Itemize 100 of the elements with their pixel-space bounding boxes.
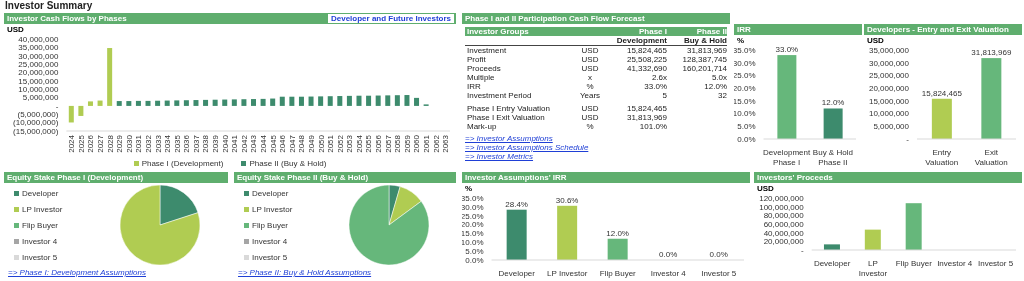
- text: 15,824,465: [626, 104, 667, 113]
- text: Phase I and II Participation Cash Flow Forecast: [465, 14, 645, 23]
- legend-label: LP Investor: [22, 204, 63, 214]
- text: 128,387,745: [682, 55, 727, 64]
- chart-title: Investor Cash Flows by Phases: [7, 14, 127, 23]
- data-label: 0.0%: [709, 250, 728, 259]
- y-tick-label: 20,000,000: [868, 83, 910, 93]
- x-tick-label: 2035: [172, 134, 182, 153]
- x-tick-label: Flip Buyer: [895, 259, 933, 268]
- bar: [183, 100, 189, 106]
- y-tick-label: 0.0%: [737, 134, 756, 144]
- text: Buy & Hold: [683, 36, 727, 45]
- y-tick-label: 5.0%: [737, 122, 756, 132]
- x-tick-label: 2051: [326, 134, 336, 153]
- y-tick-label: 20.0%: [460, 220, 484, 230]
- y-tick-label: 35.0%: [732, 45, 756, 55]
- pie-slice: [119, 184, 201, 266]
- bar: [607, 238, 628, 260]
- bar: [126, 101, 132, 106]
- chart-title: Investor Assumptions' IRR: [465, 173, 567, 182]
- bar: [298, 96, 304, 106]
- x-tick-label: LP Investor: [547, 269, 588, 278]
- data-label: 31,813,969: [971, 48, 1012, 58]
- bar: [394, 95, 400, 106]
- bar: [337, 96, 343, 106]
- x-tick-label: 2030: [124, 134, 134, 153]
- y-tick-label: 35.0%: [460, 193, 484, 203]
- y-axis-title: USD: [757, 184, 774, 193]
- text: => Investor Assumptions: [465, 134, 553, 143]
- text: => Investor Assumptions Schedule: [465, 143, 589, 152]
- x-tick-label: 2040: [220, 134, 230, 153]
- bar: [212, 99, 218, 106]
- data-label: 15,824,465: [921, 88, 963, 98]
- y-axis-title: USD: [7, 25, 24, 34]
- bar: [506, 209, 527, 260]
- y-tick-label: 100,000,000: [759, 202, 805, 212]
- text: => Phase II: Buy & Hold Assumptions: [238, 268, 372, 277]
- y-tick-label: 30,000,000: [18, 51, 59, 61]
- text: 5: [662, 91, 667, 100]
- text: %: [586, 122, 594, 131]
- data-label: 12.0%: [606, 228, 629, 238]
- legend-label: Investor 4: [252, 236, 288, 246]
- x-tick-label: 2033: [153, 134, 163, 153]
- x-tick-label: 2036: [182, 134, 192, 153]
- x-tick-label: 2044: [258, 134, 268, 153]
- data-label: 12.0%: [821, 98, 845, 108]
- text: USD: [581, 55, 599, 64]
- text: 101.0%: [639, 122, 667, 131]
- text: 32: [718, 91, 727, 100]
- bar: [68, 105, 74, 123]
- y-tick-label: 35,000,000: [18, 43, 59, 53]
- text: Phase I Entry Valuation: [467, 104, 551, 113]
- x-tick-label: 2031: [134, 134, 144, 153]
- bar: [155, 100, 161, 106]
- y-axis-title: %: [465, 184, 473, 193]
- x-tick-label: 2056: [374, 134, 384, 153]
- text: 160,201,714: [682, 64, 727, 73]
- data-label: 33.0%: [775, 45, 799, 55]
- bar: [231, 99, 237, 106]
- text: 12.0%: [704, 82, 727, 91]
- bar: [356, 95, 362, 106]
- y-tick-label: -: [906, 134, 910, 144]
- bar: [289, 96, 295, 106]
- y-tick-label: 5.0%: [465, 246, 484, 256]
- bar: [87, 101, 93, 106]
- bar: [318, 96, 324, 106]
- x-tick-label: Buy & Hold Phase II: [812, 148, 853, 167]
- chart-title: Investors' Proceeds: [757, 173, 833, 182]
- y-tick-label: 30.0%: [460, 202, 484, 212]
- x-tick-label: Developer: [498, 269, 536, 278]
- text: Profit: [467, 55, 486, 64]
- y-tick-label: 30.0%: [732, 58, 756, 68]
- text: Phase I Exit Valuation: [467, 113, 545, 122]
- x-tick-label: Entry Valuation: [925, 148, 959, 167]
- text: Investment: [467, 46, 507, 55]
- text: 2.6x: [651, 73, 667, 82]
- data-label: 0.0%: [659, 250, 678, 259]
- x-tick-label: 2041: [230, 134, 240, 153]
- y-tick-label: 30,000,000: [868, 58, 910, 68]
- y-axis-title: %: [737, 36, 745, 45]
- text: USD: [581, 64, 599, 73]
- text: Development: [616, 36, 667, 45]
- text: x: [588, 73, 592, 82]
- text: 5.0x: [711, 73, 727, 82]
- legend-label: Investor 4: [22, 236, 58, 246]
- y-tick-label: 0.0%: [465, 255, 484, 265]
- bar: [107, 48, 113, 106]
- text: USD: [581, 113, 599, 122]
- bar: [174, 100, 180, 106]
- chart-title: Equity Stake Phase II (Buy & Hold): [237, 173, 369, 182]
- x-tick-label: 2063: [441, 134, 451, 153]
- text: Investor Groups: [467, 27, 529, 36]
- bar: [145, 100, 151, 106]
- bar: [164, 100, 170, 106]
- chart-title: Developers - Entry and Exit Valuation: [867, 25, 1009, 34]
- text: Investment Period: [467, 91, 532, 100]
- bar: [116, 101, 122, 106]
- pie-slice: [348, 184, 430, 266]
- bar: [193, 100, 199, 106]
- x-tick-label: 2054: [354, 134, 364, 153]
